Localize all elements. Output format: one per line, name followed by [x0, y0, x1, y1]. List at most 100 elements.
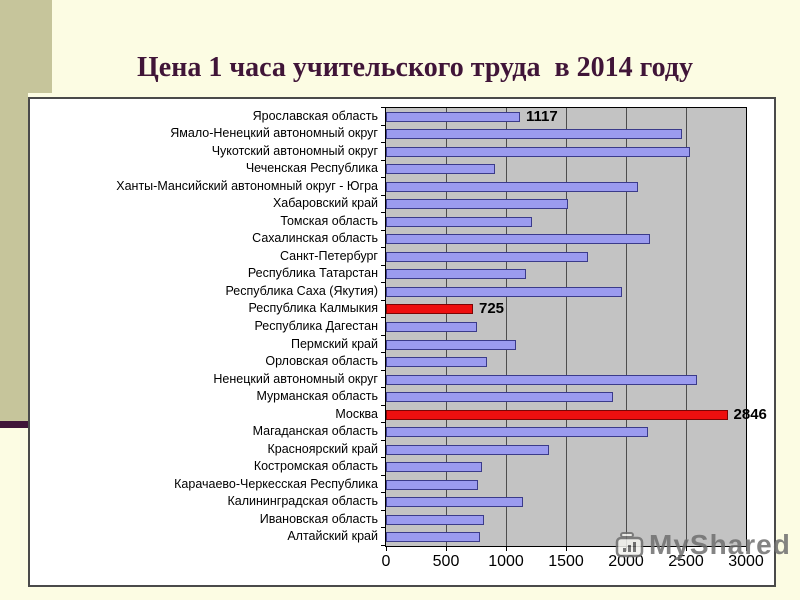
x-axis-tick-label: 2500	[668, 553, 704, 570]
y-axis-tick	[381, 474, 385, 476]
left-accent-strip	[0, 0, 28, 423]
y-axis-tick	[381, 545, 385, 546]
bar-highlighted	[386, 409, 728, 420]
bar-normal	[386, 357, 487, 368]
bar-normal	[386, 146, 690, 157]
y-axis-tick	[381, 527, 385, 529]
y-axis-tick	[381, 334, 385, 336]
category-label: Томская область	[280, 213, 378, 228]
category-label: Республика Дагестан	[254, 319, 378, 333]
x-axis-tick	[686, 547, 687, 551]
category-label: Магаданская область	[252, 424, 378, 439]
x-axis-tick	[566, 547, 567, 551]
bar-normal	[386, 514, 485, 525]
category-label: Алтайский край	[287, 529, 378, 544]
bar-normal	[386, 427, 648, 438]
value-label: 725	[479, 300, 505, 318]
x-axis-tick-label: 1500	[548, 553, 584, 570]
category-label: Чеченская Республика	[245, 161, 378, 176]
x-axis-tick-label: 1000	[488, 553, 524, 570]
y-axis-tick	[381, 247, 385, 249]
x-axis-tick	[386, 547, 387, 551]
plot-area: 1117 725 2846	[385, 107, 767, 547]
x-axis-tick-label: 500	[432, 553, 460, 570]
y-axis-tick	[381, 264, 385, 266]
bar-normal	[386, 497, 523, 508]
bar-normal	[386, 462, 482, 473]
category-label: Ямало-Ненецкий автономный округ	[170, 126, 378, 141]
myshared-text: MyShared	[649, 529, 791, 560]
category-label: Ханты-Мансийский автономный округ - Югра	[116, 178, 378, 193]
category-label: Республика Татарстан	[247, 266, 378, 281]
bar-normal	[386, 392, 613, 403]
category-label: Санкт-Петербург	[279, 248, 378, 263]
category-label: Хабаровский край	[272, 196, 378, 211]
category-label: Орловская область	[265, 354, 378, 369]
gridline	[686, 108, 687, 546]
chart-frame: 1117 725 2846 MyShared Ярославская область…	[28, 97, 790, 587]
myshared-logo-icon	[615, 532, 644, 558]
bar-normal	[386, 216, 532, 227]
y-axis-tick	[381, 177, 385, 179]
bar-highlighted	[386, 304, 473, 315]
x-axis-tick	[746, 547, 747, 551]
gridline	[566, 108, 567, 546]
y-axis-tick	[381, 492, 385, 494]
category-label: Карачаево-Черкесская Республика	[174, 476, 378, 491]
bar-normal	[386, 286, 623, 297]
myshared-watermark: MyShared	[614, 529, 791, 561]
bar-normal	[386, 479, 479, 490]
category-label: Сахалинская область	[252, 231, 378, 246]
bar-normal	[386, 269, 527, 280]
y-axis-tick	[381, 317, 385, 319]
gridline	[506, 108, 507, 546]
category-label: Москва	[335, 406, 378, 421]
y-axis-tick	[381, 159, 385, 161]
y-axis-tick	[381, 352, 385, 354]
y-axis-tick	[381, 457, 385, 459]
category-label: Чукотский автономный округ	[211, 143, 378, 158]
y-axis-tick	[381, 107, 385, 108]
x-axis-tick	[506, 547, 507, 551]
bar-normal	[386, 251, 588, 262]
category-label: Костромская область	[253, 459, 378, 474]
y-axis-tick	[381, 439, 385, 441]
y-axis-tick	[381, 509, 385, 511]
category-label: Республика Калмыкия	[248, 301, 378, 316]
category-label: Ярославская область	[252, 108, 378, 123]
x-axis-tick	[446, 547, 447, 551]
y-axis-tick	[381, 229, 385, 231]
y-axis-tick	[381, 404, 385, 406]
y-axis-tick	[381, 142, 385, 144]
y-axis-tick	[381, 369, 385, 371]
bar-normal	[386, 339, 516, 350]
bar-normal	[386, 374, 697, 385]
bar-normal	[386, 322, 478, 332]
x-axis-tick-label: 0	[381, 553, 391, 570]
value-label: 1117	[526, 107, 558, 125]
category-label: Калининградская область	[227, 494, 378, 509]
category-label: Красноярский край	[267, 441, 378, 456]
left-accent-underline	[0, 421, 31, 428]
category-label: Пермский край	[291, 336, 378, 351]
bar-normal	[386, 129, 683, 140]
category-label: Ивановская область	[259, 511, 378, 526]
category-label: Республика Саха (Якутия)	[225, 283, 378, 298]
bar-normal	[386, 111, 521, 122]
y-axis-tick	[381, 212, 385, 214]
y-axis-tick	[381, 124, 385, 126]
bar-normal	[386, 532, 480, 543]
bar-normal	[386, 164, 496, 175]
value-label: 2846	[733, 405, 767, 423]
bar-normal	[386, 181, 638, 192]
slide-title: Цена 1 часа учительского труда в 2014 го…	[137, 52, 693, 83]
bar-normal	[386, 199, 569, 210]
y-axis-tick	[381, 422, 385, 424]
x-axis-tick-label: 3000	[728, 553, 764, 570]
y-axis-tick	[381, 387, 385, 389]
y-axis-tick	[381, 299, 385, 301]
y-axis-tick	[381, 282, 385, 284]
category-label: Мурманская область	[256, 389, 378, 404]
gridline	[626, 108, 627, 546]
